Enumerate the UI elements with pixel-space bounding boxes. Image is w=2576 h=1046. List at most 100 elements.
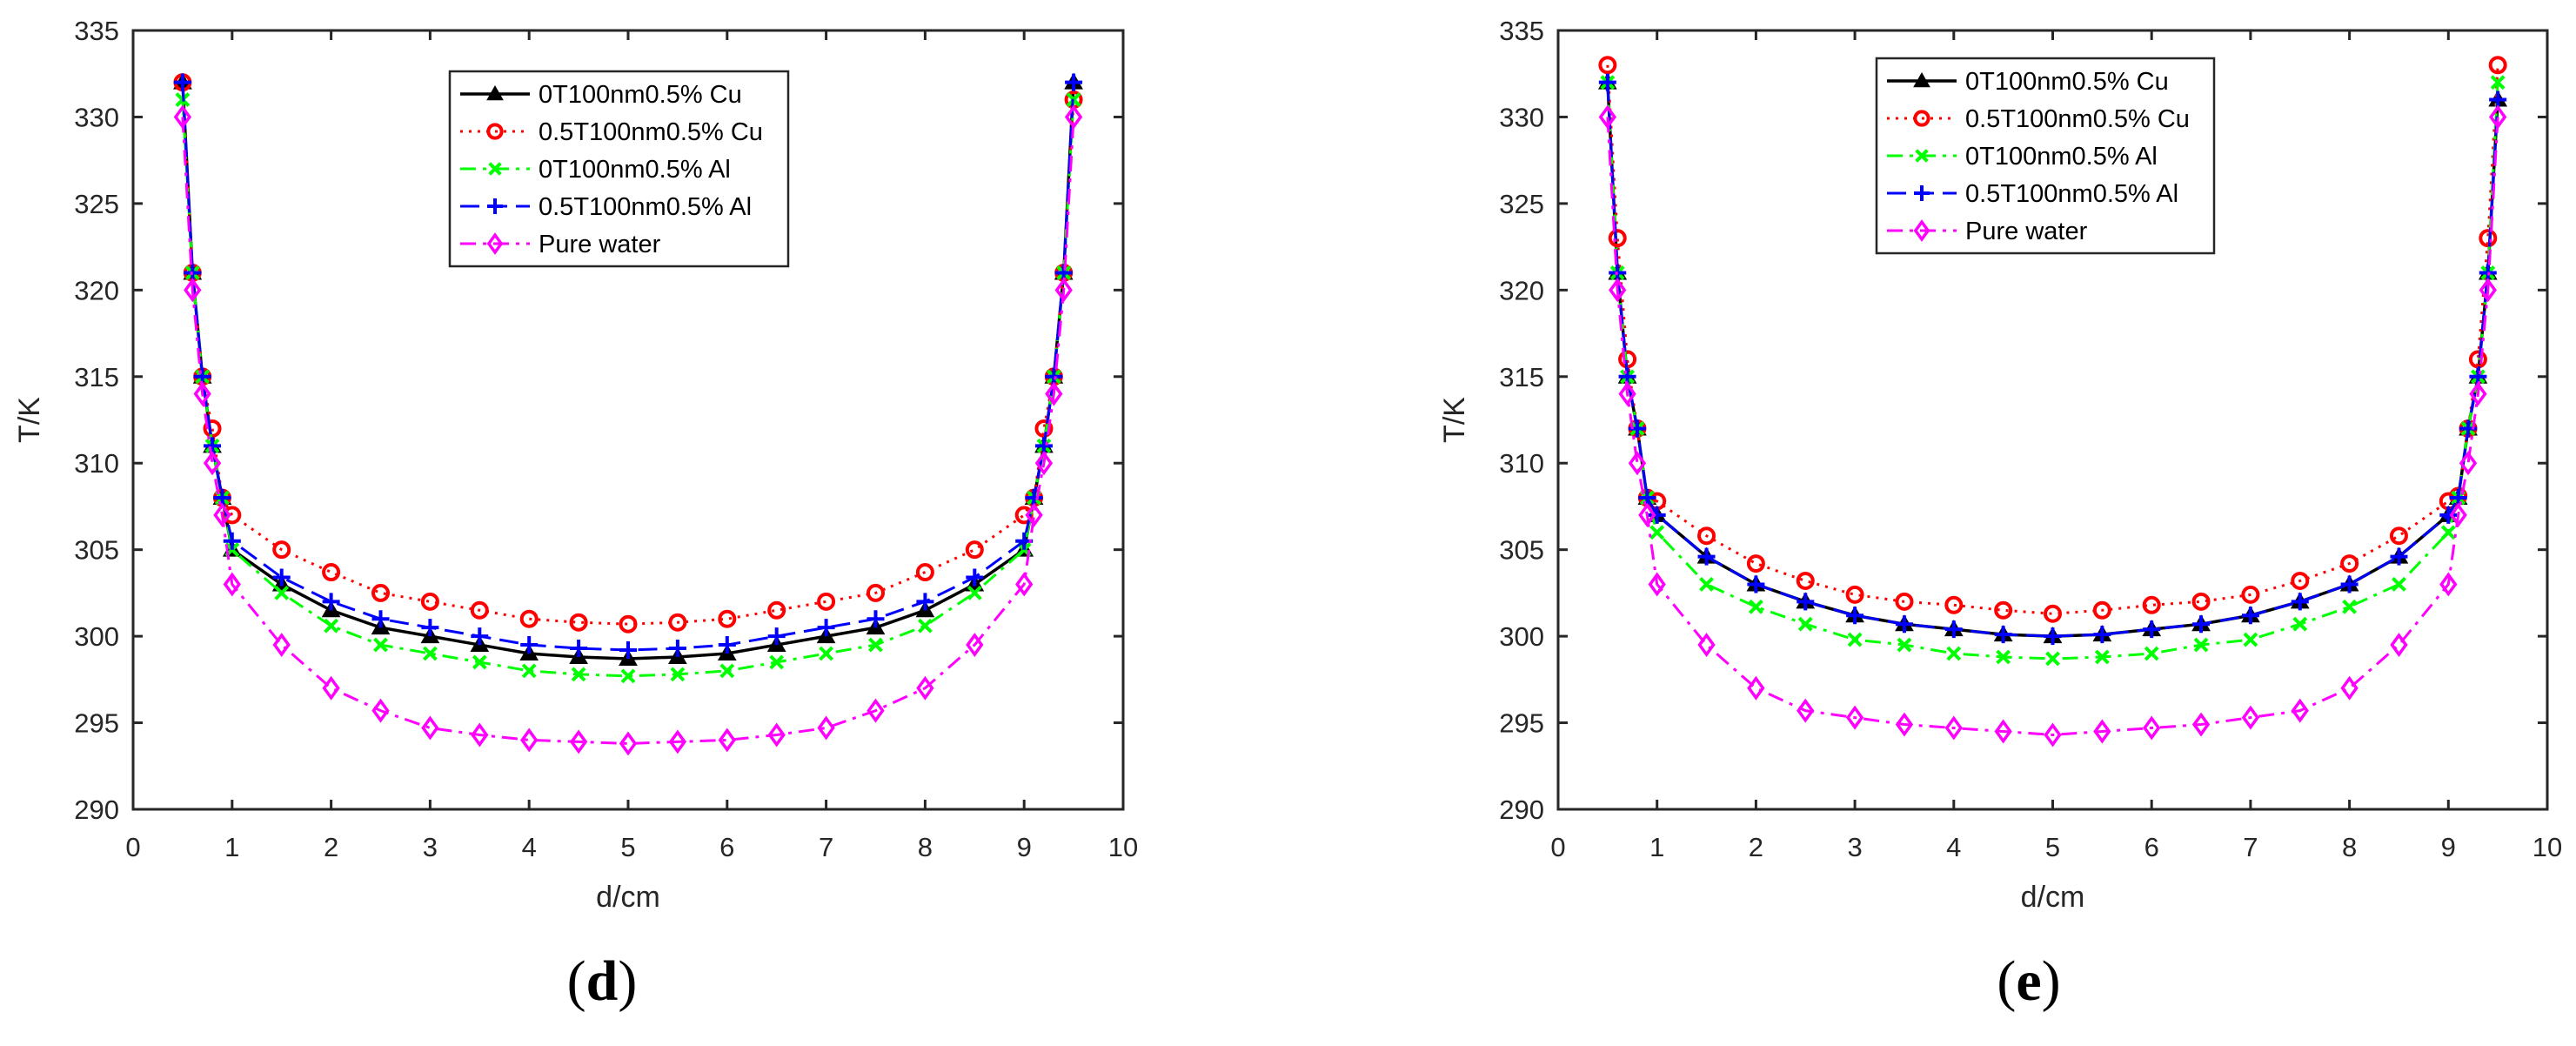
y-tick-label: 315 [74,362,119,392]
diamond-marker-icon [223,572,241,597]
x-tick-label: 5 [2045,832,2060,862]
x-tick-label: 6 [719,832,734,862]
diamond-marker-icon [2439,572,2458,597]
circle-marker-icon [1913,110,1930,127]
x-marker-icon [819,646,834,661]
diamond-marker-icon [1697,633,1716,658]
diamond-marker-icon [1895,712,1914,737]
plus-marker-icon [371,610,390,628]
triangle-marker-icon [1913,71,1930,88]
plus-marker-icon [1994,626,2012,644]
x-marker-icon [917,618,933,634]
x-tick-label: 2 [1749,832,1763,862]
y-tick-label: 330 [74,102,119,132]
plus-marker-icon [2192,615,2211,634]
diamond-marker-icon [966,633,984,658]
diamond-marker-icon [1015,572,1034,597]
x-marker-icon [274,585,290,600]
diamond-marker-icon [371,698,390,723]
diamond-marker-icon [184,278,202,303]
x-axis-label: d/cm [596,881,660,914]
plus-marker-icon [487,198,503,214]
y-tick-label: 305 [1499,535,1544,566]
y-axis-label: T/K [1438,397,1471,443]
circle-marker-icon [2092,600,2111,620]
panel-caption-e: (e) [1997,949,2061,1013]
diamond-marker-icon [203,451,222,476]
legend: 0T100nm0.5% Cu 0.5T100nm0.5% Cu 0T100nm0.5… [1875,57,2216,255]
x-axis: 0 1 2 3 4 5 6 7 8 9 10 [1550,30,2562,862]
diamond-marker-icon [173,104,192,130]
y-tick-label: 295 [1499,708,1544,739]
plus-marker-icon [272,568,291,587]
circle-marker-icon [1994,600,2013,620]
x-marker-icon [1699,577,1714,592]
diamond-marker-icon [2488,104,2507,130]
y-tick-label: 310 [74,448,119,479]
legend-label: Pure water [1965,218,2088,245]
plus-marker-icon [767,627,786,646]
panel-caption-d: (d) [566,949,638,1013]
x-axis-label: d/cm [2021,881,2085,914]
x-marker-icon [670,667,686,682]
circle-marker-icon [2191,592,2211,611]
diamond-marker-icon [1045,381,1063,406]
plus-marker-icon [1846,607,1864,625]
y-axis: 290 295 300 305 310 315 320 325 330 335 [74,16,1123,825]
y-tick-label: 290 [74,795,119,825]
diamond-marker-icon [619,731,638,756]
diamond-marker-icon [569,729,588,754]
x-marker-icon [1847,632,1863,647]
x-marker-icon [2144,646,2159,661]
diamond-marker-icon [2093,719,2111,744]
diamond-marker-icon [2469,381,2487,406]
x-marker-icon [1946,646,1962,661]
plus-marker-icon [1914,185,1930,201]
legend-label: 0T100nm0.5% Cu [539,81,742,109]
diamond-marker-icon [2479,278,2497,303]
diamond-marker-icon [2191,712,2211,737]
plus-marker-icon [1598,73,1616,91]
chart-panel-e: 0 1 2 3 4 5 6 7 8 9 10 290 295 300 305 310 315 320 325 330 3… [1438,16,2562,914]
x-marker-icon [1897,637,1912,653]
circle-marker-icon [2142,595,2161,614]
x-marker-icon [1996,649,2011,665]
plus-marker-icon [1697,547,1716,566]
y-tick-label: 315 [1499,362,1544,392]
diamond-marker-icon [272,633,291,658]
chart-panel-d: 0 1 2 3 4 5 6 7 8 9 10 290 295 300 305 310 315 320 325 330 3… [13,16,1138,914]
circle-marker-icon [322,563,341,582]
plus-marker-icon [668,640,686,658]
circle-marker-icon [2488,56,2507,75]
diamond-marker-icon [1609,278,1627,303]
plus-marker-icon [916,593,934,611]
x-marker-icon [2193,637,2209,653]
plus-marker-icon [2390,547,2408,566]
x-tick-label: 4 [1946,832,1961,862]
diamond-marker-icon [193,381,211,406]
legend-label: 0T100nm0.5% Al [1965,143,2158,171]
x-marker-icon [1915,149,1929,163]
x-tick-label: 7 [2243,832,2258,862]
circle-marker-icon [2241,585,2260,604]
circle-marker-icon [668,613,687,632]
circle-marker-icon [817,592,836,611]
plus-marker-icon [1065,73,1083,91]
plus-marker-icon [1944,620,1963,639]
y-tick-label: 330 [1499,102,1544,132]
circle-marker-icon [1697,526,1716,546]
y-tick-label: 300 [1499,621,1544,652]
circle-marker-icon [1746,554,1765,573]
plus-marker-icon [1747,575,1765,593]
plus-marker-icon [2340,575,2359,593]
diamond-marker-icon [1054,278,1073,303]
diamond-marker-icon [2340,675,2359,701]
x-marker-icon [422,646,438,661]
x-marker-icon [571,667,586,682]
x-tick-label: 9 [2441,832,2456,862]
circle-marker-icon [1608,229,1627,248]
x-tick-label: 10 [2533,832,2562,862]
circle-marker-icon [1034,419,1054,438]
diamond-marker-icon [1638,502,1656,527]
x-marker-icon [868,637,883,653]
